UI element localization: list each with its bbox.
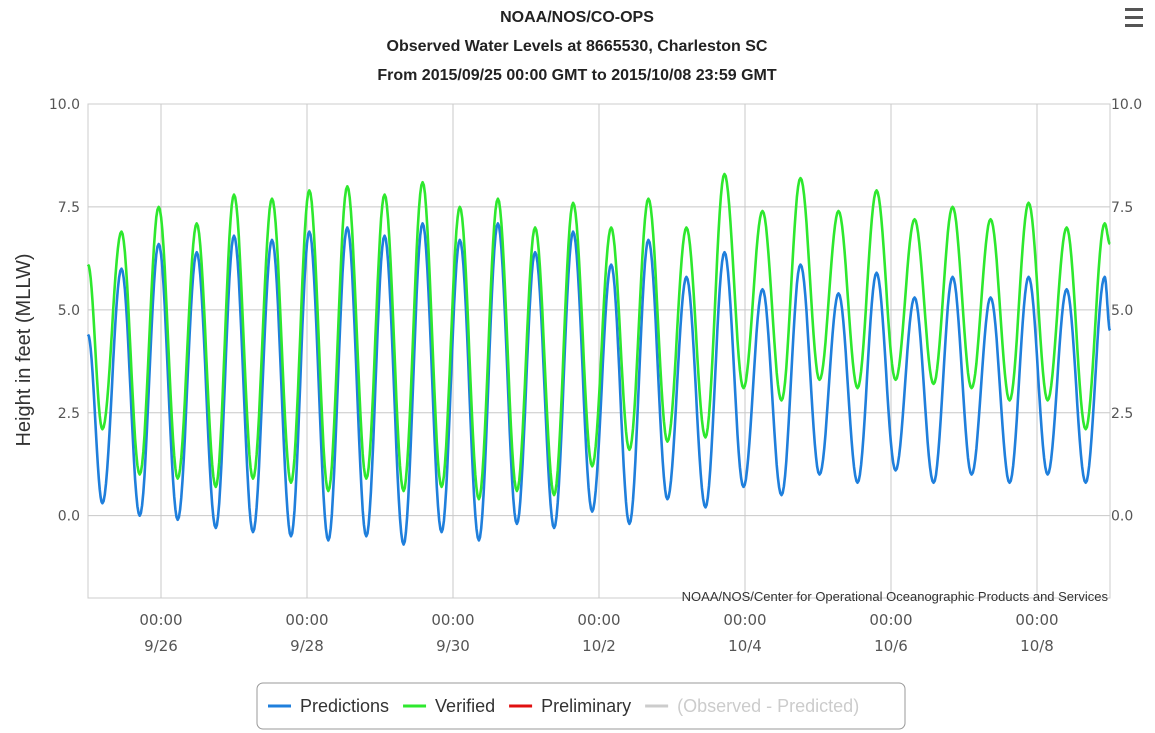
y-tick-label-right: 7.5	[1111, 200, 1133, 216]
x-tick-label-date: 10/6	[874, 637, 908, 655]
y-tick-label-left: 0.0	[58, 509, 80, 525]
x-tick-label-date: 9/28	[290, 637, 324, 655]
y-axis-label: Height in feet (MLLW)	[13, 253, 35, 446]
x-tick-label-date: 10/4	[728, 637, 762, 655]
x-tick-label-time: 00:00	[869, 611, 912, 629]
hamburger-menu-icon[interactable]	[1125, 8, 1143, 27]
legend-item-3[interactable]: (Observed - Predicted)	[645, 696, 859, 716]
y-tick-label-left: 5.0	[58, 303, 80, 319]
chart-subtitle-line-1: Observed Water Levels at 8665530, Charle…	[387, 38, 768, 55]
chart-title: NOAA/NOS/CO-OPS	[500, 9, 654, 26]
y-tick-label-left: 7.5	[58, 200, 80, 216]
x-tick-label-time: 00:00	[431, 611, 474, 629]
x-tick-label-date: 10/8	[1020, 637, 1054, 655]
legend-label: Preliminary	[541, 696, 631, 716]
legend: Predictions Verified Preliminary (Observed …	[257, 683, 905, 729]
legend-label: (Observed - Predicted)	[677, 696, 859, 716]
legend-label: Verified	[435, 696, 495, 716]
x-tick-label-date: 9/26	[144, 637, 178, 655]
chart-subtitle-line-2: From 2015/09/25 00:00 GMT to 2015/10/08 …	[377, 67, 777, 84]
y-tick-label-right: 2.5	[1111, 406, 1133, 422]
x-tick-label-date: 10/2	[582, 637, 616, 655]
x-tick-label-time: 00:00	[285, 611, 328, 629]
legend-label: Predictions	[300, 696, 389, 716]
x-tick-label-date: 9/30	[436, 637, 470, 655]
x-tick-label-time: 00:00	[1015, 611, 1058, 629]
y-tick-label-left: 10.0	[49, 97, 80, 113]
x-tick-labels: 00:00 9/26 00:00 9/28 00:00 9/30 00:00 10/2 00:0…	[139, 611, 1058, 655]
y-tick-label-right: 10.0	[1111, 97, 1142, 113]
y-tick-label-right: 0.0	[1111, 509, 1133, 525]
x-tick-label-time: 00:00	[139, 611, 182, 629]
chart-credits: NOAA/NOS/Center for Operational Oceanogr…	[682, 589, 1109, 604]
y-tick-label-right: 5.0	[1111, 303, 1133, 319]
x-tick-label-time: 00:00	[723, 611, 766, 629]
x-tick-label-time: 00:00	[577, 611, 620, 629]
y-tick-label-left: 2.5	[58, 406, 80, 422]
